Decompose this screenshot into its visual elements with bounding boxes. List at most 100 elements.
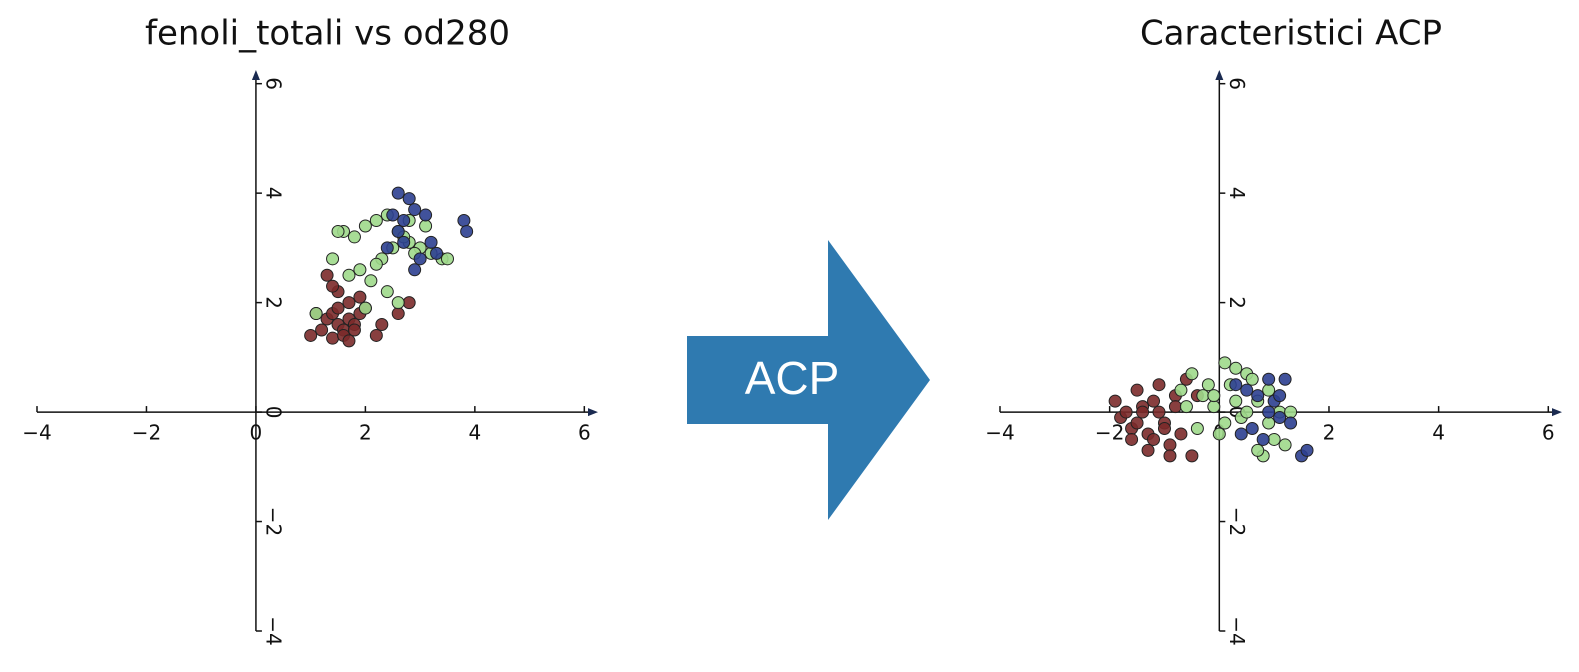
point [1174, 383, 1188, 397]
x-tick-label: 4 [1432, 421, 1445, 445]
point [364, 274, 378, 288]
point [309, 307, 323, 321]
point [331, 224, 345, 238]
point [347, 230, 361, 244]
point [1152, 378, 1166, 392]
point [326, 279, 340, 293]
point [1262, 372, 1276, 386]
point [408, 263, 422, 277]
x-tick-label: −2 [1095, 421, 1124, 445]
point [1273, 389, 1287, 403]
point [457, 214, 471, 228]
point [1141, 443, 1155, 457]
point [419, 208, 433, 222]
point [1262, 405, 1276, 419]
point [1251, 389, 1265, 403]
point [1284, 416, 1298, 430]
point [380, 241, 394, 255]
point [1163, 449, 1177, 463]
point [1240, 383, 1254, 397]
point [386, 208, 400, 222]
point [1251, 443, 1265, 457]
x-tick-label: 2 [1323, 421, 1336, 445]
point [1185, 449, 1199, 463]
point [1300, 443, 1314, 457]
point [304, 328, 318, 342]
point [1174, 427, 1188, 441]
point [1273, 411, 1287, 425]
point [342, 334, 356, 348]
x-tick-label: 4 [468, 421, 481, 445]
point [1218, 416, 1232, 430]
point [1207, 389, 1221, 403]
y-tick-label: −4 [1225, 616, 1249, 645]
point [1229, 361, 1243, 375]
point [402, 192, 416, 206]
x-tick-label: −4 [22, 421, 51, 445]
point [1262, 416, 1276, 430]
x-axis-arrow [588, 408, 598, 417]
point [1130, 383, 1144, 397]
point [1284, 405, 1298, 419]
y-axis-arrow [1215, 70, 1224, 80]
y-tick-label: −4 [261, 616, 285, 645]
y-tick-label: 2 [1225, 296, 1249, 309]
point [419, 219, 433, 233]
point [391, 307, 405, 321]
point [1256, 432, 1270, 446]
point [1218, 356, 1232, 370]
point [320, 268, 334, 282]
point [1190, 421, 1204, 435]
point [342, 268, 356, 282]
point [1278, 438, 1292, 452]
point [424, 235, 438, 249]
point [391, 224, 405, 238]
point [1212, 427, 1226, 441]
point [1136, 405, 1150, 419]
point [413, 252, 427, 266]
point [1185, 367, 1199, 381]
point [1119, 405, 1133, 419]
y-tick-label: 2 [261, 296, 285, 309]
point [391, 186, 405, 200]
point [1125, 432, 1139, 446]
y-tick-label: 4 [261, 187, 285, 200]
point [460, 224, 474, 238]
point [1229, 394, 1243, 408]
point [1240, 405, 1254, 419]
point [369, 214, 383, 228]
point [1267, 432, 1281, 446]
point [353, 263, 367, 277]
point [391, 296, 405, 310]
point [1147, 432, 1161, 446]
point [1201, 378, 1215, 392]
point [1234, 427, 1248, 441]
y-tick-label: 4 [1225, 187, 1249, 200]
point [369, 328, 383, 342]
x-tick-label: 2 [359, 421, 372, 445]
point [326, 331, 340, 345]
point [353, 290, 367, 304]
point [1130, 416, 1144, 430]
point [331, 301, 345, 315]
arrow-label: ACP [745, 352, 840, 404]
x-axis-arrow [1552, 408, 1562, 417]
point [1262, 383, 1276, 397]
point [1196, 389, 1210, 403]
point [375, 318, 389, 332]
point [1168, 400, 1182, 414]
point [440, 252, 454, 266]
point [1179, 400, 1193, 414]
point [315, 323, 329, 337]
point [1163, 438, 1177, 452]
y-axis-arrow [251, 70, 260, 80]
y-tick-label: 6 [1225, 77, 1249, 90]
arrow [687, 240, 930, 520]
point [1229, 378, 1243, 392]
point [1157, 421, 1171, 435]
y-tick-label: −2 [1225, 507, 1249, 536]
point [397, 214, 411, 228]
point [347, 323, 361, 337]
point [430, 246, 444, 260]
point [326, 252, 340, 266]
